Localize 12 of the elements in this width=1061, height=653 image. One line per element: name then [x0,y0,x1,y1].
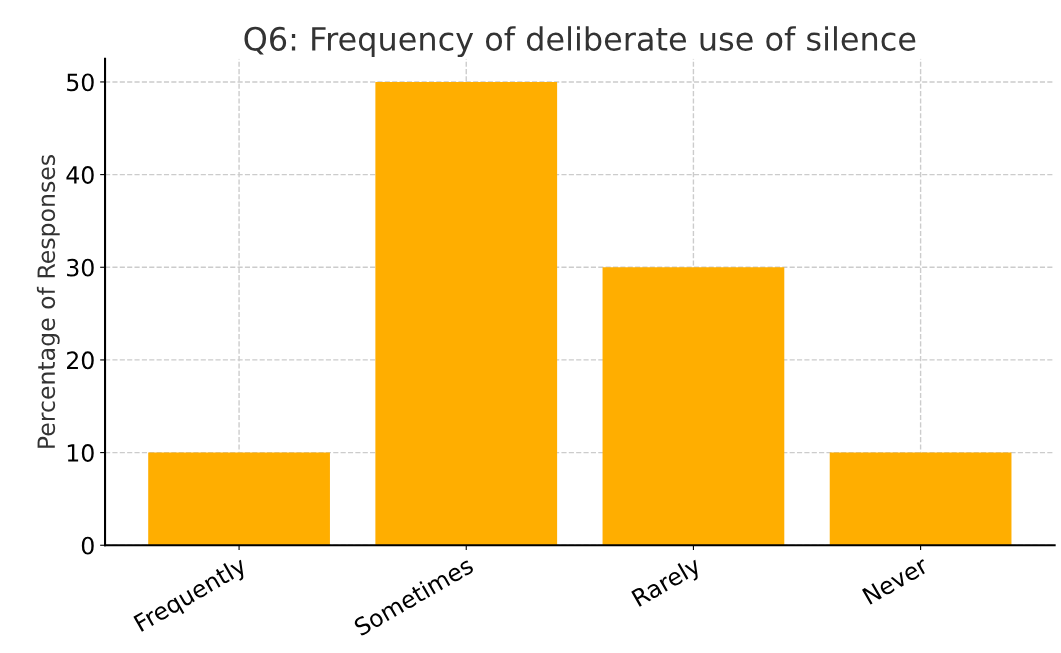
bar [375,81,558,546]
bar [602,267,785,546]
y-tick-label: 30 [67,258,94,277]
bar [148,452,330,546]
y-tick-label: 0 [81,536,94,555]
y-tick-label: 10 [67,444,94,462]
y-tick-label: 20 [67,351,94,370]
y-tick-label: 50 [67,73,94,92]
bar [829,452,1012,546]
chart-title: Q6: Frequency of deliberate use of silence [244,26,916,58]
y-axis-title: Percentage of Responses [36,155,60,448]
y-tick-label: 40 [66,166,94,184]
